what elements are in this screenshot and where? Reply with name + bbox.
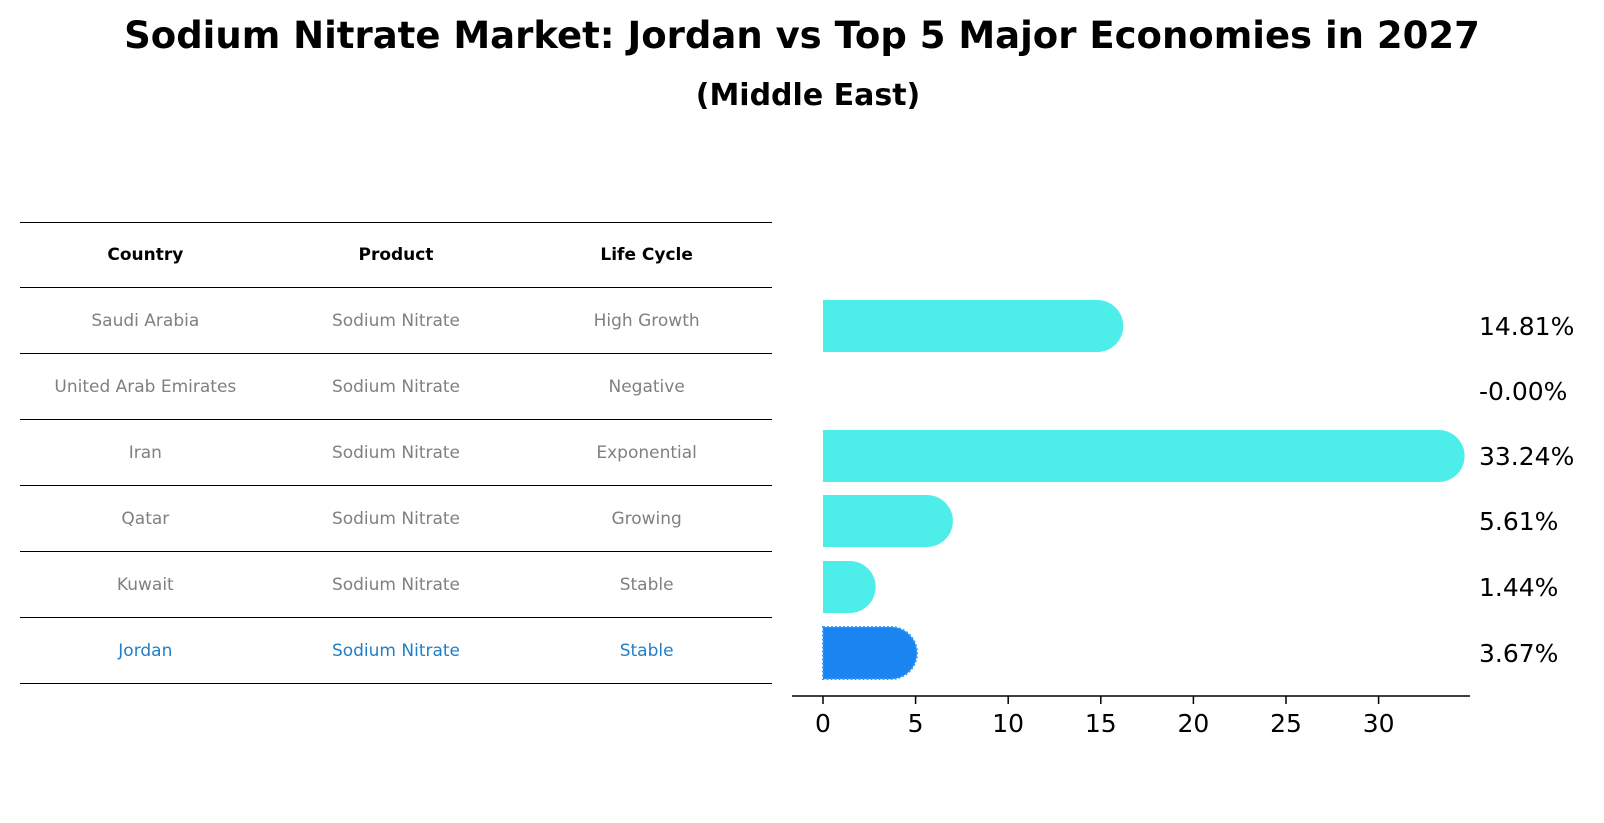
table-row: Iran Sodium Nitrate Exponential [20, 420, 772, 486]
bar [823, 561, 876, 613]
table-row: Saudi Arabia Sodium Nitrate High Growth [20, 288, 772, 354]
table-row: United Arab Emirates Sodium Nitrate Nega… [20, 354, 772, 420]
cell-life-cycle: Stable [619, 574, 674, 595]
cell-country: Iran [128, 442, 162, 463]
cell-product: Sodium Nitrate [331, 508, 461, 529]
cell-country: Saudi Arabia [91, 310, 200, 331]
cell-life-cycle: Stable [619, 640, 674, 661]
x-tick-label: 30 [1363, 709, 1395, 738]
cell-product: Sodium Nitrate [331, 574, 461, 595]
cell-product: Sodium Nitrate [331, 442, 461, 463]
x-tick-label: 15 [1085, 709, 1117, 738]
data-table: Country Product Life Cycle Saudi Arabia … [20, 222, 772, 684]
cell-product: Sodium Nitrate [331, 640, 461, 661]
cell-life-cycle: High Growth [593, 310, 700, 331]
cell-country: United Arab Emirates [54, 376, 237, 397]
cell-life-cycle: Negative [608, 376, 685, 397]
cell-product: Sodium Nitrate [331, 376, 461, 397]
table-row: Kuwait Sodium Nitrate Stable [20, 552, 772, 618]
cell-product: Sodium Nitrate [331, 310, 461, 331]
table-header-row: Country Product Life Cycle [20, 222, 772, 288]
header-country: Country [107, 245, 184, 265]
cell-country: Jordan [118, 640, 173, 661]
bar [822, 626, 918, 680]
data-label: 1.44% [1479, 573, 1558, 602]
header-product: Product [358, 245, 434, 265]
x-tick-label: 10 [992, 709, 1024, 738]
x-tick-label: 0 [815, 709, 831, 738]
data-label: 33.24% [1479, 442, 1574, 471]
cell-country: Kuwait [116, 574, 174, 595]
data-label: -0.00% [1479, 377, 1567, 406]
bar [823, 300, 1124, 352]
bar [823, 495, 953, 547]
bar [823, 430, 1465, 482]
cell-country: Qatar [121, 508, 170, 529]
chart-title: Sodium Nitrate Market: Jordan vs Top 5 M… [124, 14, 1480, 57]
header-life-cycle: Life Cycle [600, 245, 693, 265]
x-tick-label: 5 [908, 709, 924, 738]
cell-life-cycle: Exponential [596, 442, 697, 463]
data-label: 3.67% [1479, 639, 1558, 668]
data-label: 14.81% [1479, 312, 1574, 341]
data-label: 5.61% [1479, 507, 1558, 536]
table-row: Qatar Sodium Nitrate Growing [20, 486, 772, 552]
x-tick-label: 25 [1270, 709, 1302, 738]
table-row-highlight: Jordan Sodium Nitrate Stable [20, 618, 772, 684]
chart-subtitle: (Middle East) [695, 78, 921, 113]
cell-life-cycle: Growing [611, 508, 682, 529]
x-tick-label: 20 [1177, 709, 1209, 738]
